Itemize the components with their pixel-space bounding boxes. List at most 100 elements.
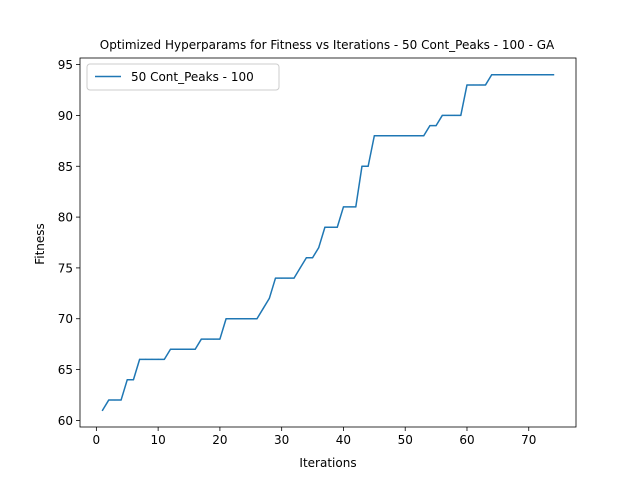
legend-frame — [86, 63, 280, 91]
data-point — [540, 74, 542, 76]
data-point — [151, 358, 153, 360]
data-point — [497, 74, 499, 76]
data-point — [231, 318, 233, 320]
data-point — [108, 399, 110, 401]
data-point — [132, 379, 135, 381]
data-point — [441, 114, 443, 117]
y-tick-label: 85 — [58, 160, 73, 174]
data-point — [484, 84, 487, 86]
x-tick-label: 20 — [212, 433, 227, 447]
data-point — [139, 358, 141, 360]
series-points-0 — [101, 74, 555, 411]
x-tick-label: 0 — [93, 433, 101, 447]
x-tick-label: 10 — [150, 433, 165, 447]
data-point — [472, 84, 474, 86]
data-point — [361, 165, 363, 167]
data-point — [330, 226, 332, 228]
plot-area — [101, 74, 555, 412]
data-point — [398, 135, 400, 137]
data-point — [392, 135, 394, 137]
x-tick-label: 70 — [521, 433, 536, 447]
data-point — [163, 358, 165, 360]
data-point — [176, 348, 178, 350]
legend-entry-label: 50 Cont_Peaks - 100 — [131, 70, 254, 84]
y-tick-label: 75 — [58, 261, 73, 275]
y-axis-label: Fitness — [33, 223, 47, 265]
x-axis-label: Iterations — [299, 456, 356, 470]
axes-frame — [79, 57, 577, 428]
data-point — [521, 74, 524, 76]
data-point — [126, 379, 128, 381]
data-point — [552, 74, 555, 76]
legend: 50 Cont_Peaks - 100 — [86, 63, 280, 91]
y-tick-label: 65 — [58, 363, 73, 377]
data-point — [386, 135, 388, 137]
data-point — [435, 125, 437, 127]
data-point — [454, 114, 456, 117]
data-point — [336, 226, 338, 228]
y-tick-label: 70 — [58, 312, 73, 326]
data-point — [219, 338, 221, 340]
data-point — [410, 135, 412, 137]
data-point — [311, 257, 314, 259]
data-point — [460, 114, 462, 117]
data-point — [404, 135, 406, 137]
data-point — [262, 307, 264, 310]
data-point — [200, 338, 202, 340]
data-point — [546, 74, 548, 76]
data-point — [491, 74, 493, 76]
data-point — [349, 206, 351, 208]
data-point — [478, 84, 480, 86]
data-point — [157, 358, 159, 360]
data-point — [225, 318, 227, 320]
x-tick-label: 30 — [274, 433, 289, 447]
data-point — [244, 318, 246, 320]
data-point — [324, 226, 326, 228]
data-point — [237, 318, 240, 320]
data-point — [429, 125, 431, 127]
x-tick-label: 50 — [398, 433, 413, 447]
series-line-0 — [101, 74, 555, 412]
data-point — [213, 338, 215, 340]
y-tick-label: 60 — [58, 414, 73, 428]
data-point — [114, 399, 116, 401]
data-point — [293, 277, 295, 279]
data-point — [250, 318, 252, 320]
data-point — [169, 348, 172, 350]
y-tick-label: 80 — [58, 211, 73, 225]
data-point — [194, 348, 196, 350]
data-point — [256, 318, 258, 320]
y-tick-label: 95 — [58, 58, 73, 72]
data-point — [101, 409, 104, 411]
data-point — [188, 348, 190, 350]
data-point — [423, 135, 425, 137]
data-point — [503, 74, 505, 76]
x-tick-label: 40 — [336, 433, 351, 447]
data-point — [534, 74, 536, 76]
data-point — [318, 246, 320, 249]
x-tick-label: 60 — [459, 433, 474, 447]
data-point — [447, 114, 450, 117]
data-point — [528, 74, 530, 76]
data-point — [342, 206, 345, 208]
data-point — [367, 165, 369, 167]
data-point — [355, 206, 357, 208]
data-point — [182, 348, 184, 350]
data-point — [281, 277, 283, 279]
data-point — [120, 399, 122, 401]
data-point — [509, 74, 511, 76]
data-point — [305, 257, 307, 259]
data-point — [373, 135, 375, 137]
data-point — [379, 135, 382, 137]
y-tick-label: 90 — [58, 109, 73, 123]
data-point — [268, 297, 270, 300]
data-point — [416, 135, 419, 137]
data-point — [145, 358, 147, 360]
data-point — [299, 267, 301, 269]
axes: 0 10 20 30 40 50 60 70 60 65 70 75 80 85 90 95 — [58, 57, 577, 447]
data-point — [466, 84, 468, 86]
data-point — [206, 338, 209, 340]
data-point — [287, 277, 289, 279]
